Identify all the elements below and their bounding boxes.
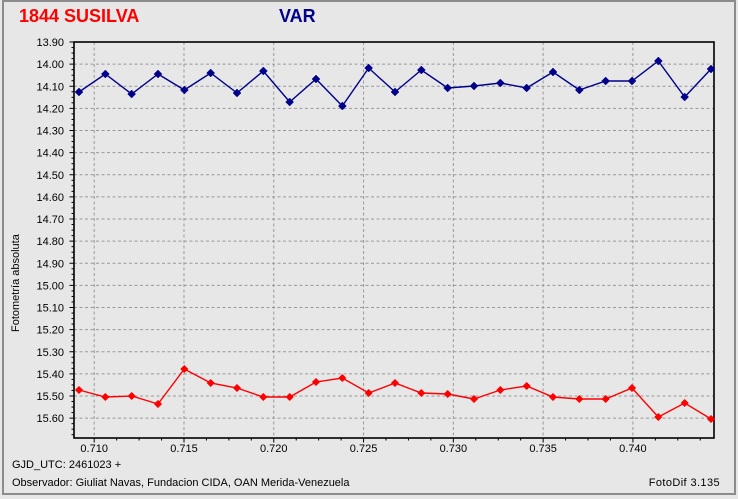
svg-text:14.70: 14.70	[36, 214, 64, 226]
svg-text:0.720: 0.720	[260, 443, 288, 455]
svg-text:0.725: 0.725	[350, 443, 378, 455]
svg-text:14.40: 14.40	[36, 148, 64, 160]
svg-text:14.60: 14.60	[36, 192, 64, 204]
svg-text:14.20: 14.20	[36, 103, 64, 115]
svg-text:0.715: 0.715	[170, 443, 198, 455]
svg-text:0.740: 0.740	[619, 443, 647, 455]
svg-text:15.30: 15.30	[36, 347, 64, 359]
svg-text:0.730: 0.730	[440, 443, 468, 455]
svg-text:15.00: 15.00	[36, 280, 64, 292]
svg-text:15.40: 15.40	[36, 369, 64, 381]
svg-text:0.710: 0.710	[80, 443, 108, 455]
svg-text:14.30: 14.30	[36, 126, 64, 138]
svg-text:15.50: 15.50	[36, 391, 64, 403]
svg-text:14.90: 14.90	[36, 258, 64, 270]
svg-text:14.50: 14.50	[36, 170, 64, 182]
svg-text:15.20: 15.20	[36, 325, 64, 337]
svg-text:0.735: 0.735	[529, 443, 557, 455]
svg-text:14.80: 14.80	[36, 236, 64, 248]
svg-text:14.10: 14.10	[36, 81, 64, 93]
svg-text:15.60: 15.60	[36, 413, 64, 425]
svg-text:14.00: 14.00	[36, 59, 64, 71]
svg-text:15.10: 15.10	[36, 303, 64, 315]
svg-text:13.90: 13.90	[36, 37, 64, 49]
